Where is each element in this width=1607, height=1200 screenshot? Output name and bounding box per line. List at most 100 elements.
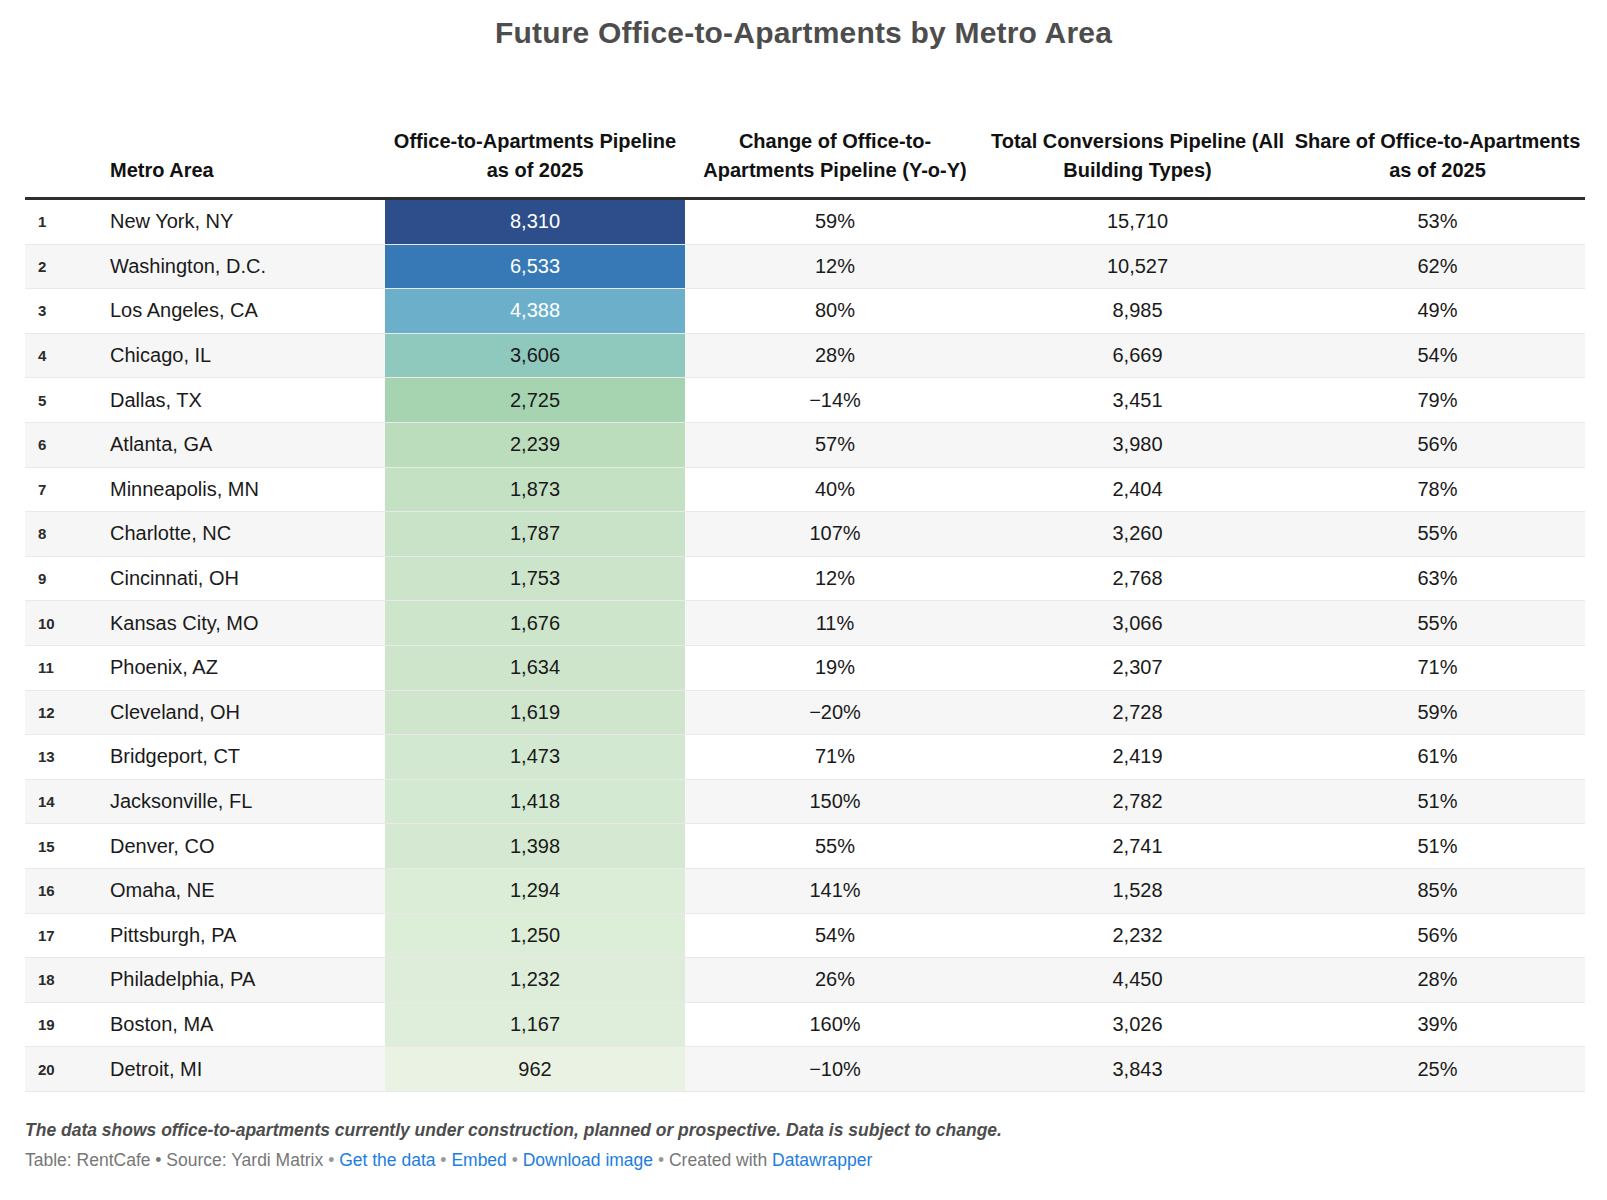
cell-total: 3,451 (985, 389, 1290, 412)
cell-rank: 3 (25, 302, 110, 319)
cell-pipeline: 3,606 (385, 334, 685, 378)
cell-change: 141% (685, 879, 985, 902)
cell-change: −20% (685, 701, 985, 724)
cell-share: 55% (1290, 612, 1585, 635)
cell-metro: Los Angeles, CA (110, 299, 385, 322)
cell-metro: New York, NY (110, 210, 385, 233)
cell-change: 54% (685, 924, 985, 947)
cell-pipeline: 6,533 (385, 245, 685, 289)
column-header-pipeline: Office-to-Apartments Pipeline as of 2025 (385, 127, 685, 185)
cell-total: 3,843 (985, 1058, 1290, 1081)
cell-metro: Cleveland, OH (110, 701, 385, 724)
table-row: 7Minneapolis, MN1,87340%2,40478% (25, 468, 1585, 513)
cell-metro: Kansas City, MO (110, 612, 385, 635)
table-row: 3Los Angeles, CA4,38880%8,98549% (25, 289, 1585, 334)
cell-rank: 2 (25, 258, 110, 275)
cell-share: 51% (1290, 790, 1585, 813)
cell-pipeline: 1,787 (385, 512, 685, 556)
cell-pipeline: 1,473 (385, 735, 685, 779)
cell-rank: 16 (25, 882, 110, 899)
cell-rank: 10 (25, 615, 110, 632)
cell-total: 3,260 (985, 522, 1290, 545)
cell-pipeline: 962 (385, 1047, 685, 1091)
cell-change: 19% (685, 656, 985, 679)
cell-total: 3,980 (985, 433, 1290, 456)
cell-total: 10,527 (985, 255, 1290, 278)
get-the-data-link[interactable]: Get the data (339, 1150, 435, 1170)
cell-rank: 8 (25, 525, 110, 542)
cell-rank: 20 (25, 1061, 110, 1078)
cell-pipeline: 4,388 (385, 289, 685, 333)
cell-metro: Omaha, NE (110, 879, 385, 902)
cell-metro: Washington, D.C. (110, 255, 385, 278)
cell-change: 71% (685, 745, 985, 768)
table-row: 20Detroit, MI962−10%3,84325% (25, 1047, 1585, 1092)
cell-change: 11% (685, 612, 985, 635)
separator-dot: • (328, 1150, 334, 1170)
cell-total: 2,419 (985, 745, 1290, 768)
cell-total: 2,404 (985, 478, 1290, 501)
cell-share: 49% (1290, 299, 1585, 322)
cell-total: 2,741 (985, 835, 1290, 858)
cell-share: 85% (1290, 879, 1585, 902)
cell-total: 4,450 (985, 968, 1290, 991)
cell-share: 63% (1290, 567, 1585, 590)
cell-metro: Bridgeport, CT (110, 745, 385, 768)
table-row: 12Cleveland, OH1,619−20%2,72859% (25, 691, 1585, 736)
cell-change: 26% (685, 968, 985, 991)
table-row: 10Kansas City, MO1,67611%3,06655% (25, 601, 1585, 646)
separator-dot: • (658, 1150, 664, 1170)
table-row: 11Phoenix, AZ1,63419%2,30771% (25, 646, 1585, 691)
cell-share: 55% (1290, 522, 1585, 545)
table-row: 14Jacksonville, FL1,418150%2,78251% (25, 780, 1585, 825)
download-image-link[interactable]: Download image (523, 1150, 653, 1170)
cell-rank: 13 (25, 748, 110, 765)
cell-pipeline: 1,250 (385, 914, 685, 958)
cell-metro: Atlanta, GA (110, 433, 385, 456)
cell-rank: 5 (25, 392, 110, 409)
cell-pipeline: 2,725 (385, 378, 685, 422)
cell-share: 79% (1290, 389, 1585, 412)
cell-rank: 15 (25, 838, 110, 855)
cell-metro: Charlotte, NC (110, 522, 385, 545)
datawrapper-link[interactable]: Datawrapper (772, 1150, 872, 1170)
table-header-row: Metro Area Office-to-Apartments Pipeline… (25, 50, 1585, 200)
cell-share: 28% (1290, 968, 1585, 991)
cell-rank: 11 (25, 659, 110, 676)
cell-change: 57% (685, 433, 985, 456)
cell-share: 25% (1290, 1058, 1585, 1081)
column-header-total-conversions: Total Conversions Pipeline (All Building… (985, 127, 1290, 185)
cell-rank: 4 (25, 347, 110, 364)
cell-total: 2,232 (985, 924, 1290, 947)
cell-share: 39% (1290, 1013, 1585, 1036)
table-row: 15Denver, CO1,39855%2,74151% (25, 824, 1585, 869)
cell-change: 28% (685, 344, 985, 367)
cell-pipeline: 1,873 (385, 468, 685, 512)
cell-total: 3,066 (985, 612, 1290, 635)
cell-rank: 14 (25, 793, 110, 810)
cell-total: 2,782 (985, 790, 1290, 813)
cell-metro: Jacksonville, FL (110, 790, 385, 813)
table-row: 4Chicago, IL3,60628%6,66954% (25, 334, 1585, 379)
cell-metro: Dallas, TX (110, 389, 385, 412)
embed-link[interactable]: Embed (451, 1150, 506, 1170)
cell-total: 2,307 (985, 656, 1290, 679)
cell-rank: 12 (25, 704, 110, 721)
cell-metro: Philadelphia, PA (110, 968, 385, 991)
cell-share: 54% (1290, 344, 1585, 367)
cell-total: 2,768 (985, 567, 1290, 590)
cell-metro: Minneapolis, MN (110, 478, 385, 501)
created-with-text: Created with (669, 1150, 767, 1170)
cell-change: 150% (685, 790, 985, 813)
cell-total: 15,710 (985, 210, 1290, 233)
cell-rank: 9 (25, 570, 110, 587)
cell-metro: Pittsburgh, PA (110, 924, 385, 947)
table-row: 9Cincinnati, OH1,75312%2,76863% (25, 557, 1585, 602)
cell-pipeline: 1,634 (385, 646, 685, 690)
data-table: Metro Area Office-to-Apartments Pipeline… (25, 50, 1585, 1092)
cell-change: 40% (685, 478, 985, 501)
cell-total: 8,985 (985, 299, 1290, 322)
attribution-source-text: Table: RentCafe • Source: Yardi Matrix (25, 1150, 323, 1170)
table-row: 6Atlanta, GA2,23957%3,98056% (25, 423, 1585, 468)
separator-dot: • (512, 1150, 518, 1170)
